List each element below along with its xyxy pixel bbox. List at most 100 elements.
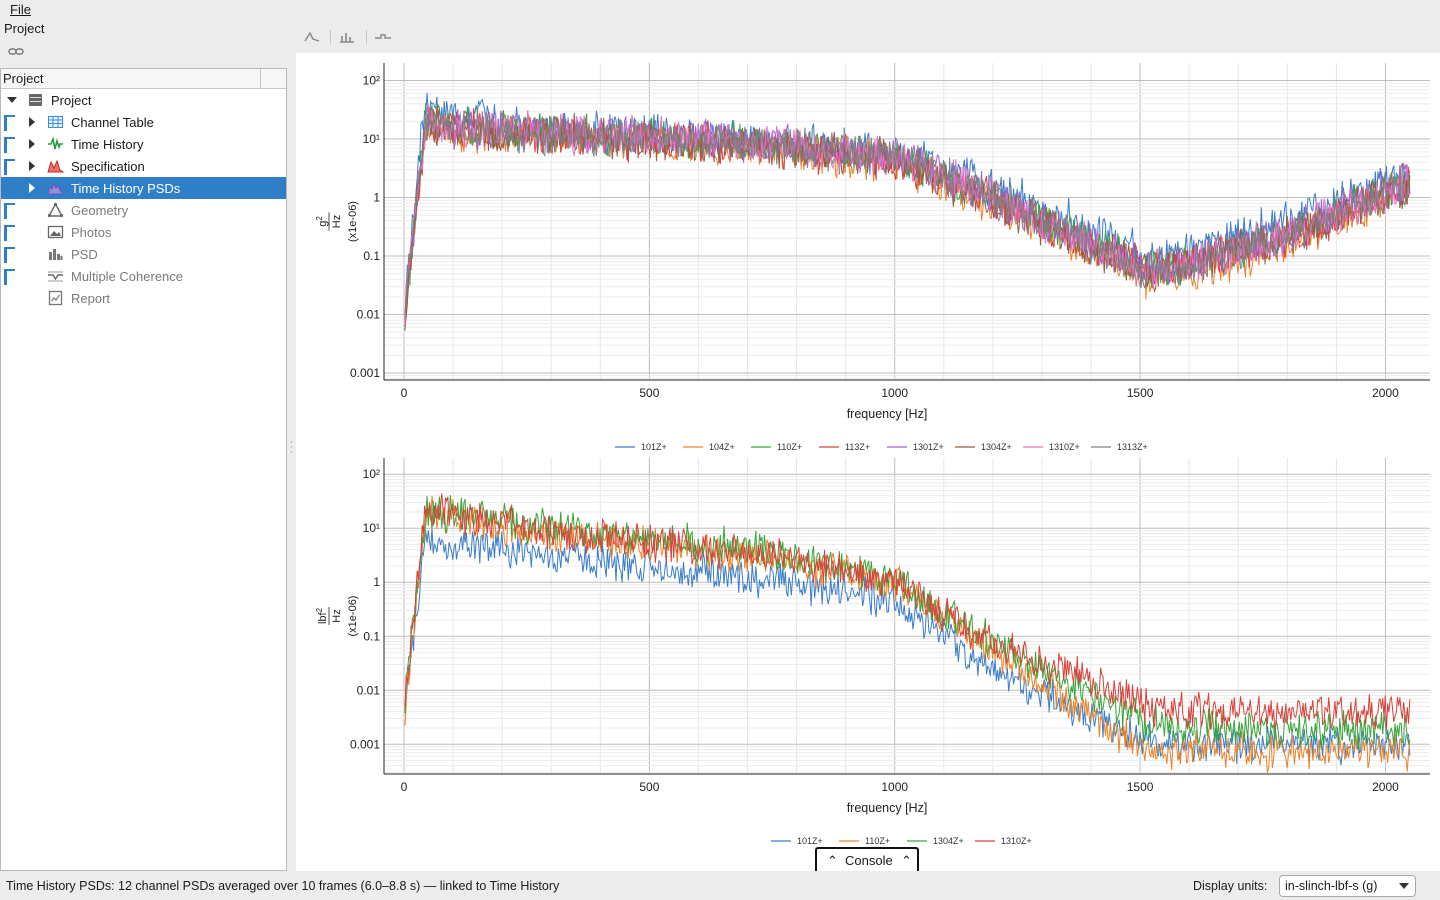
tree-item-label: Report	[71, 291, 111, 306]
expand-closed-icon[interactable]	[27, 182, 37, 194]
y-axis-label: lbf2 Hz (x1e-06)	[315, 596, 359, 637]
splitter-handle[interactable]	[290, 440, 293, 454]
legend-label: 1301Z+	[913, 442, 944, 452]
y-tick-label: 10¹	[363, 132, 380, 146]
legend-label: 1310Z+	[1001, 836, 1032, 846]
menu-bar: File	[0, 0, 1440, 19]
project-tree: Project Project Channel Table Time History…	[0, 68, 287, 871]
y-tick-label: 0.001	[350, 737, 380, 751]
series-line-1310Z+	[404, 493, 1411, 731]
link-indicator	[4, 181, 15, 197]
waveform-icon	[48, 136, 63, 150]
legend-label: 1310Z+	[1049, 442, 1080, 452]
link-indicator	[4, 269, 15, 285]
y-label-numerator: lbf2	[315, 607, 329, 624]
psd-chart-2: 10² 10¹ 1 0.1 0.01 0.001 0 500 1000 1500 2000 frequ…	[315, 458, 1430, 846]
y-tick-label: 1	[373, 191, 380, 205]
step-tool-icon[interactable]	[373, 26, 393, 48]
link-indicator	[4, 203, 15, 219]
plot-area	[404, 92, 1411, 331]
tree-item-project[interactable]: Project	[1, 89, 286, 111]
console-toggle[interactable]: ⌃ Console ⌃	[815, 847, 919, 871]
project-panel-title: Project	[4, 21, 45, 36]
y-tick-label: 10²	[363, 467, 380, 481]
link-indicator	[4, 137, 15, 153]
tree-item-time-history[interactable]: Time History	[1, 133, 286, 155]
y-tick-label: 10²	[363, 74, 380, 88]
histogram-tool-icon[interactable]	[337, 26, 357, 48]
photo-icon	[47, 225, 64, 239]
tree-item-specification[interactable]: Specification	[1, 155, 286, 177]
chart-legend: 101Z+ 104Z+ 110Z+ 113Z+ 1301Z+ 1304Z+ 1310Z+ 13…	[615, 442, 1148, 452]
y-label-numerator: g2	[315, 216, 329, 227]
tree-item-label: Specification	[71, 159, 145, 174]
y-tick-label: 0.1	[363, 249, 380, 263]
link-indicator	[4, 159, 15, 175]
tree-item-label: Photos	[71, 225, 112, 240]
display-units-label: Display units:	[1193, 879, 1268, 893]
x-tick-label: 0	[401, 780, 408, 794]
y-tick-label: 1	[373, 575, 380, 589]
series-line-104Z+	[404, 113, 1411, 331]
link-indicator	[4, 115, 15, 131]
line-tool-icon[interactable]	[302, 26, 322, 48]
tree-item-label: Time History PSDs	[71, 181, 181, 196]
legend-label: 113Z+	[845, 442, 870, 452]
y-tick-label: 0.001	[350, 366, 380, 380]
link-icon[interactable]	[8, 45, 24, 59]
tree-item-label: Geometry	[71, 203, 129, 218]
chevron-up-icon: ⌃	[901, 853, 912, 868]
file-menu[interactable]: File	[10, 2, 31, 17]
legend-label: 110Z+	[777, 442, 802, 452]
series-line-101Z+	[404, 527, 1411, 766]
expand-closed-icon[interactable]	[27, 160, 37, 172]
x-tick-label: 500	[639, 386, 659, 400]
project-icon	[29, 94, 42, 106]
status-bar: Time History PSDs: 12 channel PSDs avera…	[0, 872, 1440, 900]
geometry-icon	[47, 202, 64, 218]
x-tick-label: 2000	[1372, 386, 1399, 400]
coherence-icon	[48, 271, 63, 282]
expand-closed-icon[interactable]	[27, 138, 37, 150]
legend-label: 1304Z+	[933, 836, 964, 846]
tree-item-label: Multiple Coherence	[71, 269, 184, 284]
chevron-down-icon	[1399, 883, 1409, 889]
legend-label: 101Z+	[641, 442, 667, 452]
spec-icon	[47, 159, 64, 173]
plot-area	[404, 493, 1411, 773]
y-label-superscript: 2	[315, 607, 324, 612]
tree-item-channel-table[interactable]: Channel Table	[1, 111, 286, 133]
tree-item-multiple-coherence[interactable]: Multiple Coherence	[1, 265, 286, 287]
expand-closed-icon[interactable]	[27, 116, 37, 128]
tree-item-photos[interactable]: Photos	[1, 221, 286, 243]
y-tick-label: 10¹	[363, 521, 380, 535]
y-label-superscript: 2	[315, 216, 324, 221]
y-scale-label: (x1e-06)	[347, 596, 359, 637]
x-tick-label: 500	[639, 780, 659, 794]
y-axis-label: g2 Hz (x1e-06)	[315, 201, 359, 242]
x-tick-label: 1000	[881, 780, 908, 794]
table-icon	[48, 116, 63, 128]
status-text: Time History PSDs: 12 channel PSDs avera…	[6, 879, 560, 893]
tree-item-label: Project	[51, 93, 92, 108]
x-tick-label: 2000	[1372, 780, 1399, 794]
tree-item-psd[interactable]: PSD	[1, 243, 286, 265]
tree-item-report[interactable]: Report	[1, 287, 286, 309]
y-label-denominator: Hz	[331, 215, 343, 228]
series-line-1313Z+	[404, 106, 1411, 317]
legend-label: 1313Z+	[1117, 442, 1148, 452]
tree-item-geometry[interactable]: Geometry	[1, 199, 286, 221]
legend-label: 110Z+	[865, 836, 890, 846]
x-tick-label: 1000	[881, 386, 908, 400]
chart-legend: 101Z+ 110Z+ 1304Z+ 1310Z+	[771, 836, 1032, 846]
display-units-select[interactable]: in-slinch-lbf-s (g)	[1279, 875, 1416, 897]
tree-item-time-history-psds[interactable]: Time History PSDs	[1, 177, 286, 199]
tree-item-label: PSD	[71, 247, 98, 262]
legend-label: 101Z+	[797, 836, 823, 846]
legend-label: 1304Z+	[981, 442, 1012, 452]
expand-open-icon[interactable]	[7, 94, 17, 106]
y-label-denominator: Hz	[331, 609, 343, 622]
tree-column-header[interactable]: Project	[1, 69, 286, 89]
y-tick-label: 0.1	[363, 629, 380, 643]
